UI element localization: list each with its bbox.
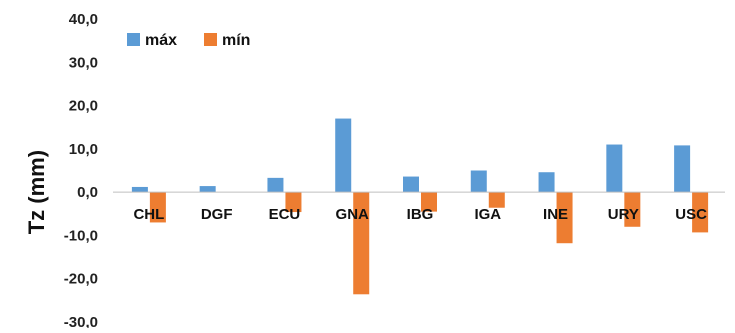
bar-min-iga (488, 192, 505, 208)
category-label-ecu: ECU (269, 206, 301, 223)
legend-label-min: mín (222, 32, 250, 49)
legend-swatch-min (204, 33, 217, 46)
bar-min-ibg (421, 192, 437, 212)
bar-min-ine (556, 192, 573, 244)
category-label-iga: IGA (474, 206, 501, 223)
y-axis-label-group: Tz (mm) (24, 150, 49, 234)
bar-min-gna (353, 192, 370, 295)
y-tick-label: 30,0 (69, 54, 98, 71)
bar-min-ecu (285, 192, 302, 213)
bar-max-iga (470, 170, 487, 193)
legend: máx mín (127, 32, 250, 49)
category-label-ury: URY (608, 206, 639, 223)
y-tick-label: 40,0 (69, 11, 98, 28)
bar-max-ecu (267, 177, 284, 193)
legend-swatch-max (127, 33, 140, 46)
category-label-dgf: DGF (201, 206, 233, 223)
legend-label-max: máx (145, 32, 177, 49)
bar-max-chl (131, 186, 148, 193)
bar-max-usc (674, 145, 691, 193)
bar-max-dgf (199, 186, 216, 193)
category-label-chl: CHL (133, 206, 164, 223)
y-tick-label: 20,0 (69, 98, 98, 115)
category-label-gna: GNA (336, 206, 370, 223)
y-tick-label: -30,0 (64, 314, 98, 328)
bar-min-ury (624, 192, 641, 227)
y-axis-label: Tz (mm) (24, 150, 49, 234)
bar-min-chl (149, 192, 166, 223)
bar-min-usc (692, 192, 709, 233)
bar-max-gna (335, 118, 352, 193)
bar-max-ury (606, 144, 623, 193)
y-tick-labels: 40,0 30,0 20,0 10,0 0,0 -10,0 -20,0 -30,0 (64, 11, 98, 331)
category-label-ine: INE (543, 206, 568, 223)
category-labels: CHL DGF ECU GNA IBG IGA INE URY USC (133, 206, 707, 223)
y-tick-label: 10,0 (69, 141, 98, 158)
bars (131, 118, 709, 295)
category-label-usc: USC (675, 206, 707, 223)
category-label-ibg: IBG (407, 206, 434, 223)
y-tick-label: -10,0 (64, 227, 98, 244)
y-tick-label: -20,0 (64, 271, 98, 288)
y-tick-label: 0,0 (77, 184, 98, 201)
bar-max-ibg (403, 176, 419, 193)
bar-max-ine (538, 172, 555, 193)
